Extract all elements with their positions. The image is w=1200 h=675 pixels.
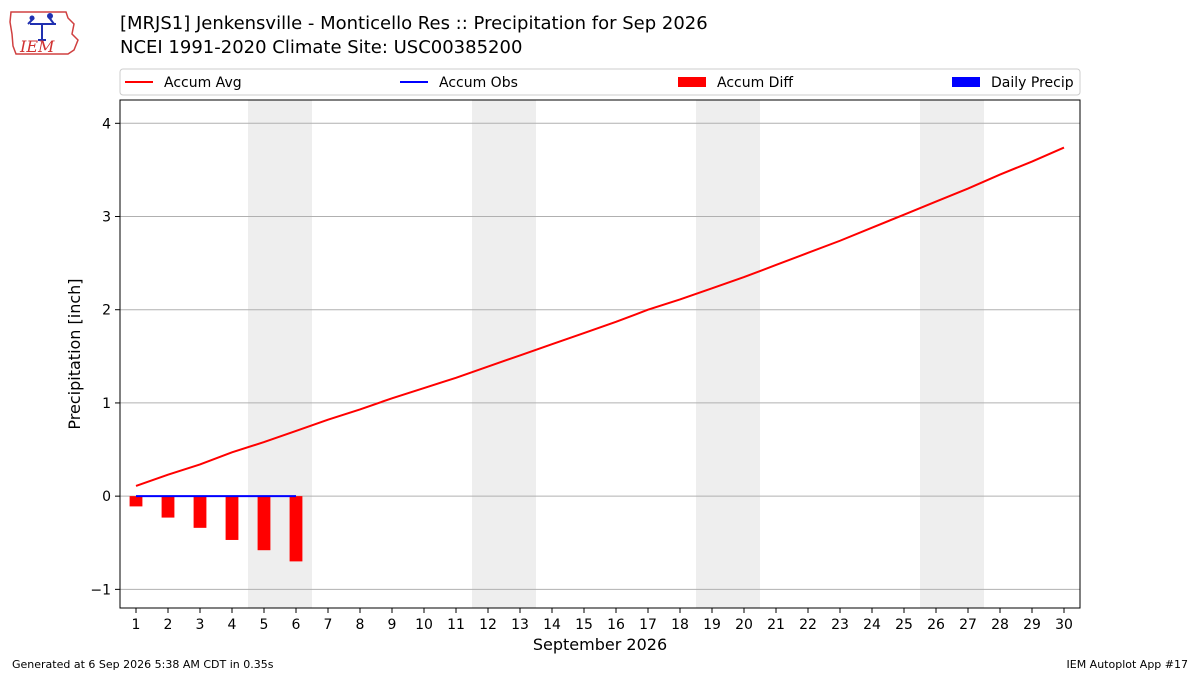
x-tick-label: 25 — [895, 617, 913, 633]
chart-subtitle: NCEI 1991-2020 Climate Site: USC00385200 — [120, 37, 523, 58]
x-tick-label: 23 — [831, 617, 849, 633]
weekend-band — [920, 100, 984, 608]
legend-label: Accum Avg — [164, 75, 242, 91]
weekend-band — [696, 100, 760, 608]
y-tick-label: 1 — [102, 396, 111, 412]
y-tick-label: 3 — [102, 210, 111, 226]
x-tick-label: 13 — [511, 617, 529, 633]
plot-frame — [119, 99, 1081, 609]
bar-accum-diff — [225, 496, 239, 540]
iowa-outline-icon — [9, 11, 79, 55]
y-tick-label: 4 — [102, 116, 111, 132]
x-tick-label: 12 — [479, 617, 497, 633]
x-tick-label: 24 — [863, 617, 881, 633]
weather-station-icon — [27, 15, 56, 41]
x-tick-label: 27 — [959, 617, 977, 633]
x-tick-label: 6 — [292, 617, 301, 633]
y-tick-label: −1 — [90, 582, 111, 598]
x-tick-label: 22 — [799, 617, 817, 633]
x-tick-label: 17 — [639, 617, 657, 633]
x-tick-label: 26 — [927, 617, 945, 633]
generated-timestamp: Generated at 6 Sep 2026 5:38 AM CDT in 0… — [12, 658, 274, 671]
x-tick-label: 2 — [164, 617, 173, 633]
app-label: IEM Autoplot App #17 — [1066, 658, 1189, 671]
x-tick-label: 21 — [767, 617, 785, 633]
legend-label: Accum Obs — [439, 75, 518, 91]
legend: Accum Avg Accum Obs Accum Diff Daily Precip — [119, 68, 1081, 96]
x-tick-label: 5 — [260, 617, 269, 633]
legend-label: Daily Precip — [991, 75, 1074, 91]
bar-accum-diff — [257, 496, 271, 551]
y-axis-label: Precipitation [inch] — [65, 278, 84, 429]
x-tick-label: 7 — [324, 617, 333, 633]
logo-text: IEM — [19, 37, 55, 56]
chart-title: [MRJS1] Jenkensville - Monticello Res ::… — [120, 13, 708, 34]
iem-logo: IEM — [9, 11, 79, 56]
x-tick-label: 14 — [543, 617, 561, 633]
x-tick-label: 11 — [447, 617, 465, 633]
legend-box — [119, 68, 1081, 96]
x-tick-label: 15 — [575, 617, 593, 633]
bar-accum-diff — [161, 496, 175, 518]
x-tick-label: 9 — [388, 617, 397, 633]
bar-accum-diff — [193, 496, 207, 528]
x-tick-label: 18 — [671, 617, 689, 633]
x-tick-label: 4 — [228, 617, 237, 633]
y-tick-label: 0 — [102, 489, 111, 505]
x-tick-label: 10 — [415, 617, 433, 633]
legend-swatch — [952, 77, 980, 87]
x-tick-label: 30 — [1055, 617, 1073, 633]
y-tick-label: 2 — [102, 303, 111, 319]
bar-accum-diff — [129, 496, 143, 507]
x-tick-label: 8 — [356, 617, 365, 633]
x-axis-label: September 2026 — [533, 635, 667, 654]
line-accum-avg — [135, 146, 1065, 487]
x-tick-label: 16 — [607, 617, 625, 633]
x-tick-label: 19 — [703, 617, 721, 633]
bar-accum-diff — [289, 496, 303, 562]
legend-swatch — [678, 77, 706, 87]
x-tick-label: 29 — [1023, 617, 1041, 633]
x-tick-label: 3 — [196, 617, 205, 633]
x-tick-label: 20 — [735, 617, 753, 633]
x-tick-label: 28 — [991, 617, 1009, 633]
legend-label: Accum Diff — [717, 75, 793, 91]
x-tick-label: 1 — [132, 617, 141, 633]
